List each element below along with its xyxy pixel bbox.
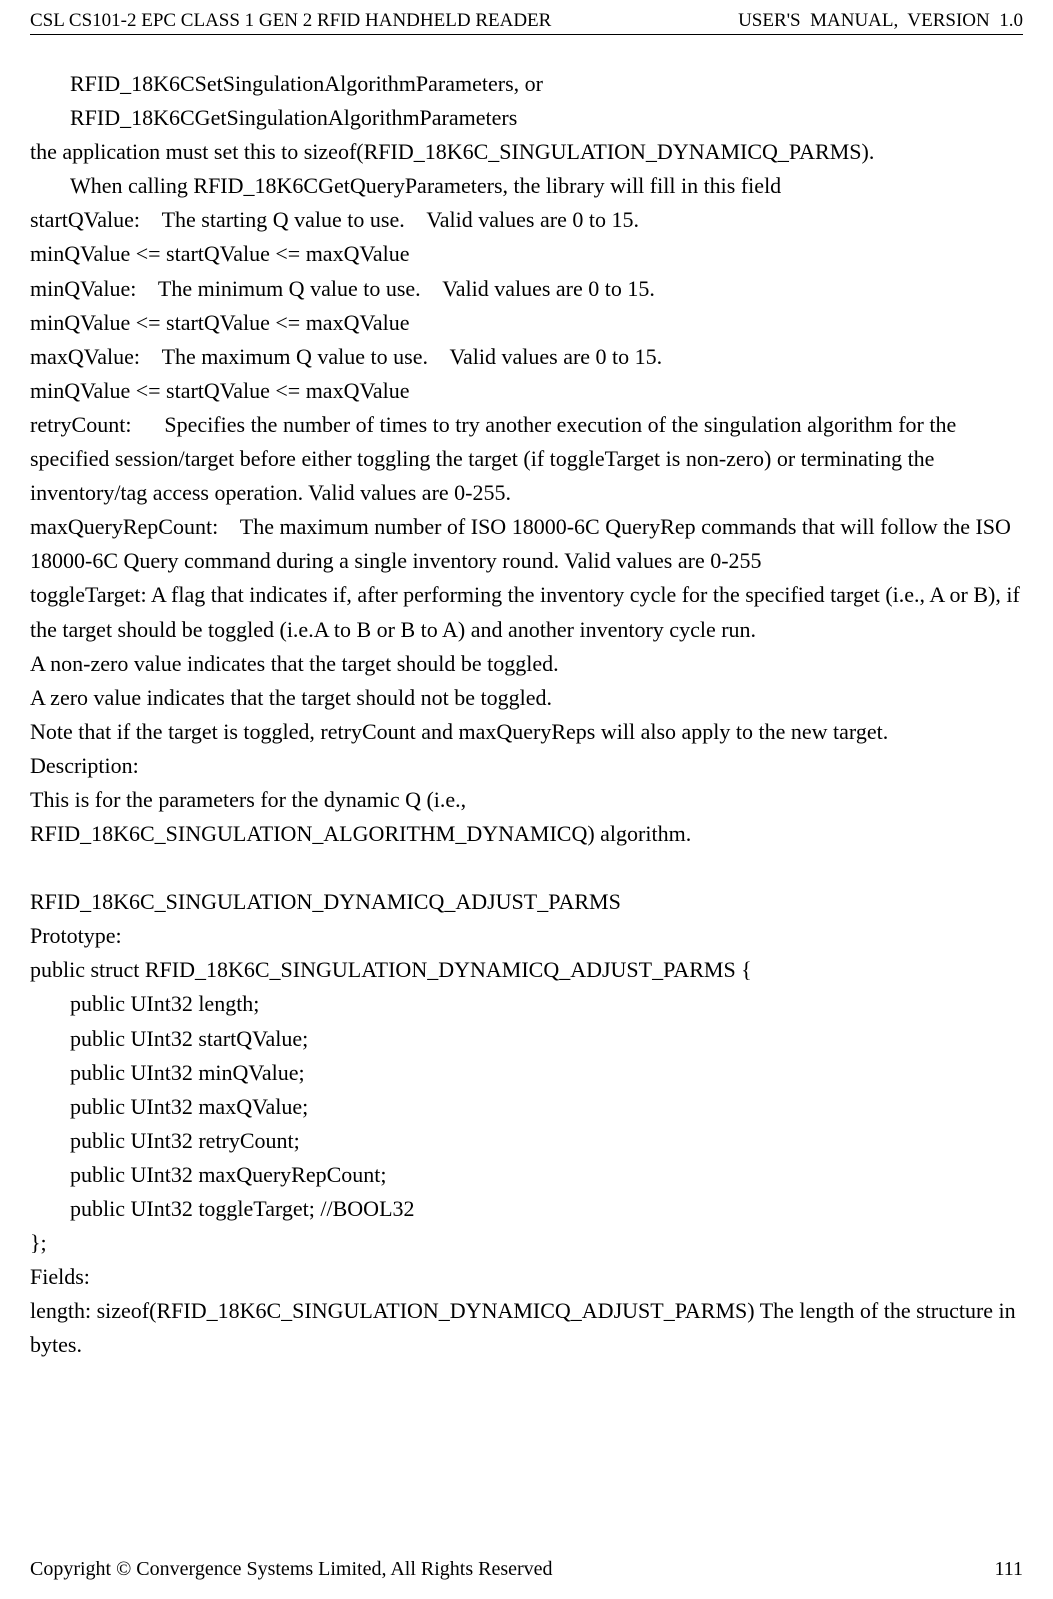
body-line: Note that if the target is toggled, retr… <box>30 715 1023 749</box>
body-line: public struct RFID_18K6C_SINGULATION_DYN… <box>30 953 1023 987</box>
body-line: This is for the parameters for the dynam… <box>30 783 1023 817</box>
body-line: Description: <box>30 749 1023 783</box>
body-line: maxQueryRepCount: The maximum number of … <box>30 510 1023 578</box>
body-line: startQValue: The starting Q value to use… <box>30 203 1023 237</box>
body-line: minQValue <= startQValue <= maxQValue <box>30 237 1023 271</box>
blank-line <box>30 851 1023 885</box>
body-line: public UInt32 maxQueryRepCount; <box>30 1158 1023 1192</box>
body-line: maxQValue: The maximum Q value to use. V… <box>30 340 1023 374</box>
header-right: USER'S MANUAL, VERSION 1.0 <box>738 10 1023 32</box>
body-line: RFID_18K6C_SINGULATION_DYNAMICQ_ADJUST_P… <box>30 885 1023 919</box>
body-line: RFID_18K6CSetSingulationAlgorithmParamet… <box>30 67 1023 101</box>
body-line: public UInt32 length; <box>30 987 1023 1021</box>
body-line: RFID_18K6C_SINGULATION_ALGORITHM_DYNAMIC… <box>30 817 1023 851</box>
body-line: When calling RFID_18K6CGetQueryParameter… <box>30 169 1023 203</box>
body-line: toggleTarget: A flag that indicates if, … <box>30 578 1023 646</box>
body-line: minQValue: The minimum Q value to use. V… <box>30 272 1023 306</box>
body-line: A zero value indicates that the target s… <box>30 681 1023 715</box>
page: CSL CS101-2 EPC CLASS 1 GEN 2 RFID HANDH… <box>0 0 1053 1362</box>
body-line: }; <box>30 1226 1023 1260</box>
body-line: public UInt32 toggleTarget; //BOOL32 <box>30 1192 1023 1226</box>
body-line: RFID_18K6CGetSingulationAlgorithmParamet… <box>30 101 1023 135</box>
body-line: length: sizeof(RFID_18K6C_SINGULATION_DY… <box>30 1294 1023 1362</box>
body-line: public UInt32 startQValue; <box>30 1022 1023 1056</box>
body-line: Fields: <box>30 1260 1023 1294</box>
body-line: A non-zero value indicates that the targ… <box>30 647 1023 681</box>
footer-page-number: 111 <box>963 1558 1023 1581</box>
page-footer: Copyright © Convergence Systems Limited,… <box>30 1558 1023 1581</box>
body-line: minQValue <= startQValue <= maxQValue <box>30 374 1023 408</box>
header-left: CSL CS101-2 EPC CLASS 1 GEN 2 RFID HANDH… <box>30 10 551 32</box>
body-line: the application must set this to sizeof(… <box>30 135 1023 169</box>
body-line: public UInt32 retryCount; <box>30 1124 1023 1158</box>
body-line: Prototype: <box>30 919 1023 953</box>
footer-copyright: Copyright © Convergence Systems Limited,… <box>30 1558 553 1581</box>
body-line: public UInt32 maxQValue; <box>30 1090 1023 1124</box>
body-line: public UInt32 minQValue; <box>30 1056 1023 1090</box>
body-line: retryCount: Specifies the number of time… <box>30 408 1023 510</box>
body-content: RFID_18K6CSetSingulationAlgorithmParamet… <box>30 35 1023 1362</box>
page-header: CSL CS101-2 EPC CLASS 1 GEN 2 RFID HANDH… <box>30 0 1023 35</box>
body-line: minQValue <= startQValue <= maxQValue <box>30 306 1023 340</box>
